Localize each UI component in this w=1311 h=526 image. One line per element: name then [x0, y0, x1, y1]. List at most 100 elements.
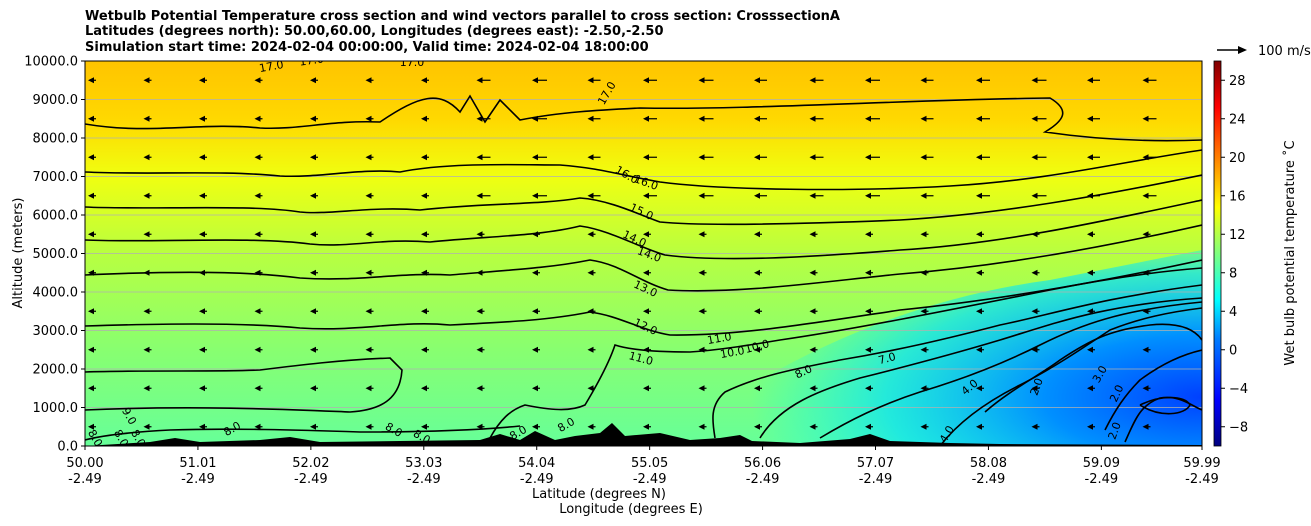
wind-vector — [1087, 423, 1095, 430]
x-tick-label-lat: 54.04 — [518, 456, 555, 471]
wind-vector — [698, 385, 707, 392]
colorbar-tick-label: 12 — [1229, 228, 1246, 243]
contour-lines — [85, 94, 1202, 446]
y-tick-label: 5000.0 — [33, 247, 79, 262]
wind-vector — [976, 154, 990, 161]
colorbar-tick-label: 24 — [1229, 112, 1246, 127]
wind-vector — [254, 423, 263, 430]
x-tick-label-lon: -2.49 — [294, 472, 328, 487]
wind-vector — [365, 269, 374, 276]
wind-vector — [1087, 308, 1095, 315]
wind-vector — [976, 346, 984, 353]
wind-vector — [976, 231, 984, 238]
wind-vector — [809, 423, 818, 430]
wind-vector — [754, 423, 762, 430]
wind-vector — [643, 231, 651, 238]
wind-vector — [754, 192, 767, 199]
x-tick-label-lat: 59.09 — [1083, 456, 1120, 471]
x-tick-label-lon: -2.49 — [181, 472, 215, 487]
contour-line — [85, 94, 1202, 142]
x-tick-label-lat: 53.03 — [405, 456, 442, 471]
wind-vector — [199, 308, 207, 315]
y-axis-label: Altitude (meters) — [11, 198, 26, 309]
wind-vector — [809, 154, 824, 161]
wind-vector — [1142, 192, 1157, 199]
y-tick-label: 9000.0 — [33, 93, 79, 108]
contour-label: 2.0 — [1028, 376, 1046, 397]
quiver-key-arrow-icon — [1238, 46, 1247, 54]
wind-vector — [199, 269, 207, 276]
contour-line — [489, 267, 1202, 439]
colorbar-tick-label: −8 — [1229, 420, 1248, 435]
wind-vector — [88, 346, 96, 353]
x-tick-label-lon: -2.49 — [633, 472, 667, 487]
wind-vector — [254, 77, 263, 84]
wind-vector — [365, 231, 374, 238]
wind-vector — [421, 308, 429, 315]
wind-vector — [199, 154, 207, 161]
wind-vector — [920, 385, 929, 392]
wind-vector — [310, 154, 318, 161]
wind-vector — [88, 269, 96, 276]
wind-vector — [532, 423, 540, 430]
wind-vector — [365, 77, 374, 84]
colorbar-tick-label: 16 — [1229, 189, 1246, 204]
wind-vector — [532, 269, 540, 276]
wind-vector — [532, 308, 540, 315]
wind-vector — [310, 385, 318, 392]
contour-label: 10.0 — [719, 344, 745, 361]
wind-vector — [1142, 346, 1151, 353]
wind-vector — [476, 231, 485, 238]
wind-vector — [532, 192, 547, 199]
wind-vector — [365, 423, 374, 430]
wind-vector — [143, 308, 152, 315]
wind-vector — [310, 77, 318, 84]
wind-vector — [1031, 231, 1040, 238]
wind-vector — [365, 192, 374, 199]
wind-vector — [1142, 231, 1151, 238]
y-tick-label: 1000.0 — [33, 401, 79, 416]
wind-vector — [254, 308, 263, 315]
wind-vector — [476, 77, 491, 84]
wind-vector — [88, 423, 96, 430]
x-tick-label-lat: 55.05 — [631, 456, 668, 471]
wind-vector — [476, 269, 485, 276]
wind-vector — [643, 77, 657, 84]
wind-vector — [643, 192, 657, 199]
y-tick-label: 0.0 — [57, 440, 78, 455]
wind-vector — [1087, 115, 1100, 122]
wind-vector — [476, 385, 485, 392]
wind-vector — [809, 346, 818, 353]
y-tick-label: 6000.0 — [33, 209, 79, 224]
wind-vector — [754, 385, 762, 392]
wind-vector — [421, 269, 429, 276]
wind-vector — [1142, 269, 1151, 276]
wind-vector — [365, 346, 374, 353]
x-tick-label-lat: 56.06 — [744, 456, 781, 471]
wind-vector — [199, 385, 207, 392]
wind-vector — [310, 231, 318, 238]
contour-label: 8.0 — [411, 427, 433, 447]
wind-vector — [310, 115, 318, 122]
x-tick-label-lat: 51.01 — [179, 456, 216, 471]
wind-vector — [754, 77, 767, 84]
wind-vector — [587, 231, 596, 238]
colorbar-tick-label: −4 — [1229, 382, 1248, 397]
x-tick-label-lat: 58.08 — [970, 456, 1007, 471]
colorbar-tick-label: 0 — [1229, 343, 1237, 358]
y-tick-label: 8000.0 — [33, 132, 79, 147]
wind-vector — [476, 154, 491, 161]
wind-vector — [754, 115, 767, 122]
x-tick-label-lon: -2.49 — [68, 472, 102, 487]
wind-vector — [143, 231, 152, 238]
wind-vector — [1142, 77, 1157, 84]
wind-vector — [587, 308, 596, 315]
wind-vector — [1087, 192, 1100, 199]
wind-vector — [310, 423, 318, 430]
wind-vector — [88, 154, 96, 161]
wind-vector — [199, 115, 207, 122]
wind-vector — [254, 346, 263, 353]
wind-vector — [88, 231, 96, 238]
wind-vector — [421, 77, 429, 84]
wind-vector — [698, 269, 707, 276]
